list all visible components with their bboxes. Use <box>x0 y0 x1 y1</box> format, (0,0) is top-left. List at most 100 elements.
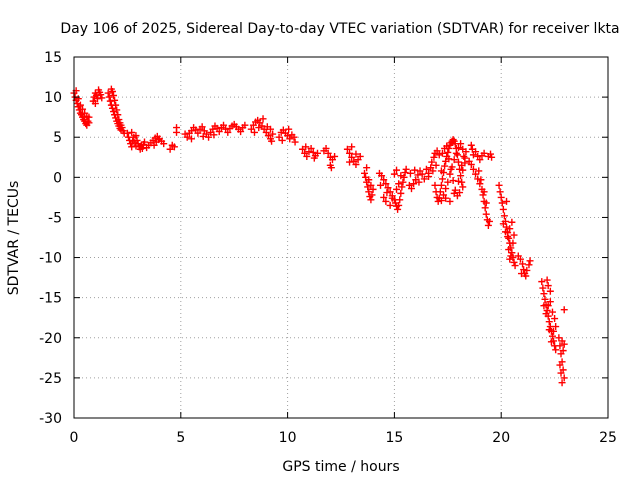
data-point <box>526 257 534 265</box>
data-point <box>453 151 461 159</box>
data-point <box>460 152 468 160</box>
data-point <box>406 169 414 177</box>
data-point <box>75 106 83 114</box>
data-point <box>210 131 218 139</box>
data-point <box>170 143 178 151</box>
data-point <box>411 166 419 174</box>
data-point <box>558 379 566 387</box>
data-point <box>476 156 484 164</box>
data-point <box>517 270 525 278</box>
data-point <box>241 121 249 129</box>
data-point <box>469 165 477 173</box>
data-point <box>556 342 564 350</box>
data-point <box>542 310 550 318</box>
data-point <box>559 347 567 355</box>
data-point <box>275 133 283 141</box>
data-point <box>367 181 375 189</box>
data-point <box>548 308 556 316</box>
data-point <box>444 148 452 156</box>
data-point <box>198 123 206 131</box>
data-point <box>118 124 126 132</box>
data-point <box>205 133 213 141</box>
data-point <box>390 170 398 178</box>
y-tick-label: 5 <box>53 130 62 146</box>
data-point <box>456 165 464 173</box>
data-point <box>457 172 465 180</box>
data-point <box>543 276 551 284</box>
data-point <box>555 334 563 342</box>
data-point <box>552 346 560 354</box>
data-point <box>140 138 148 146</box>
data-point <box>550 327 558 335</box>
data-point <box>560 306 568 314</box>
data-point <box>543 307 551 315</box>
data-point <box>449 136 457 144</box>
data-point <box>538 278 546 286</box>
data-point <box>397 189 405 197</box>
data-point <box>74 95 82 103</box>
x-axis-label: GPS time / hours <box>282 459 399 475</box>
data-point <box>552 323 560 331</box>
data-point <box>446 170 454 178</box>
data-point <box>399 178 407 186</box>
data-point <box>111 96 119 104</box>
data-point <box>396 196 404 204</box>
data-point <box>110 92 118 100</box>
data-point <box>438 149 446 157</box>
data-point <box>173 124 181 132</box>
data-point <box>378 172 386 180</box>
data-point <box>224 128 232 136</box>
data-point <box>302 143 310 151</box>
data-point <box>76 101 84 109</box>
data-point <box>480 149 488 157</box>
data-point <box>303 152 311 160</box>
data-point <box>468 145 476 153</box>
data-point <box>484 221 492 229</box>
data-point <box>436 188 444 196</box>
data-point <box>546 287 554 295</box>
data-point <box>314 149 322 157</box>
data-point <box>95 86 103 94</box>
data-point <box>433 147 441 155</box>
data-series-sdtvar <box>70 85 568 387</box>
data-point <box>510 231 518 239</box>
data-point <box>544 282 552 290</box>
data-point <box>106 97 114 105</box>
data-point <box>105 93 113 101</box>
data-point <box>286 135 294 143</box>
data-point <box>444 178 452 186</box>
data-point <box>398 183 406 191</box>
data-point <box>479 191 487 199</box>
data-point <box>452 149 460 157</box>
data-point <box>450 156 458 164</box>
data-point <box>488 153 496 161</box>
data-point <box>356 152 364 160</box>
data-point <box>545 318 553 326</box>
data-point <box>363 164 371 172</box>
data-point <box>415 178 423 186</box>
axis-ticks <box>73 56 609 419</box>
data-point <box>437 181 445 189</box>
data-point <box>194 129 202 137</box>
data-point <box>560 374 568 382</box>
data-point <box>181 130 189 138</box>
data-point <box>467 141 475 149</box>
data-point <box>432 161 440 169</box>
data-point <box>269 130 277 138</box>
data-point <box>458 178 466 186</box>
data-point <box>128 128 136 136</box>
data-point <box>259 115 267 123</box>
data-point <box>112 101 120 109</box>
data-point <box>487 150 495 158</box>
data-point <box>352 160 360 168</box>
x-tick-label: 0 <box>70 430 79 446</box>
data-point <box>516 255 524 263</box>
data-point <box>364 183 372 191</box>
data-point <box>365 188 373 196</box>
data-point <box>255 124 263 132</box>
data-point <box>435 151 443 159</box>
data-point <box>215 128 223 136</box>
data-point <box>539 284 547 292</box>
data-point <box>525 261 533 269</box>
data-point <box>291 138 299 146</box>
